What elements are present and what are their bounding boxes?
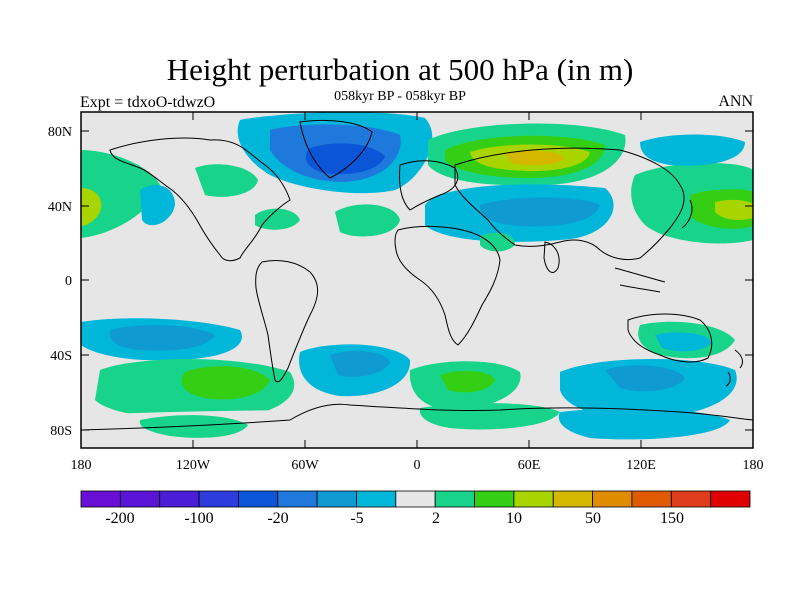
colorbar-swatch <box>434 490 475 508</box>
colorbar-swatch <box>119 490 161 508</box>
colorbar-swatch <box>670 490 712 508</box>
coast-europe <box>399 160 459 211</box>
contour-pos-arabia <box>480 232 515 252</box>
colorbar-label: 50 <box>585 510 601 527</box>
coast-japan <box>681 199 693 229</box>
colorbar-labels: -200 -100 -20 -5 2 10 50 150 <box>105 510 684 527</box>
lon-label: 0 <box>414 458 421 473</box>
colorbar-swatch <box>277 490 318 508</box>
contour-neg-antarctic-east <box>558 408 730 440</box>
contour-neg-south-atlantic-inner <box>330 350 390 377</box>
colorbar-label: -200 <box>105 510 134 527</box>
lon-label: 180 <box>743 458 764 473</box>
contour-neg-southern-ocean-inner <box>605 365 685 392</box>
contour-pos-siberia-peak <box>505 150 565 166</box>
plot-subtitle: 058kyr BP - 058kyr BP <box>334 89 466 104</box>
contour-pos-antarctic-east <box>419 403 560 430</box>
colorbar-label: -5 <box>350 510 363 527</box>
lon-label: 180 <box>71 458 92 473</box>
colorbar-swatch <box>631 490 672 508</box>
contour-neg-aus <box>655 332 712 352</box>
coast-south-america <box>255 259 318 383</box>
coast-india <box>543 241 560 273</box>
contour-neg-npac-small <box>140 185 175 226</box>
colorbar-label: -20 <box>267 510 288 527</box>
lat-label: 80S <box>50 424 72 439</box>
lat-label: 0 <box>65 274 72 289</box>
coast-indonesia <box>614 267 666 293</box>
plot-title: Height perturbation at 500 hPa (in m) <box>166 52 634 87</box>
season-label: ANN <box>718 93 753 110</box>
colorbar-swatch <box>395 490 436 508</box>
colorbar-label: -100 <box>184 510 213 527</box>
coast-antarctica <box>81 403 753 431</box>
lat-label: 40N <box>48 200 72 215</box>
colorbar-label: 150 <box>660 510 684 527</box>
contour-pos-northpacific-core <box>715 199 753 220</box>
contour-pos-south-indian-inner <box>440 370 495 393</box>
colorbar-swatch <box>474 490 515 508</box>
contour-pos-atlantic <box>335 204 400 237</box>
contour-pos-west-edge-inner <box>81 188 102 226</box>
colorbar-swatch <box>198 490 239 508</box>
coastlines <box>81 119 753 431</box>
colorbar-swatch <box>80 490 121 508</box>
coast-asia <box>454 147 685 261</box>
colorbar <box>80 490 751 508</box>
lon-label: 120W <box>176 458 211 473</box>
contour-pos-south-pacific-inner <box>181 366 270 400</box>
latitude-labels: 80N 40N 0 40S 80S <box>48 125 72 439</box>
colorbar-swatch <box>238 490 279 508</box>
contour-field <box>81 112 753 448</box>
coast-new-zealand <box>725 349 743 387</box>
lon-label: 120E <box>626 458 656 473</box>
colorbar-swatch <box>710 490 751 508</box>
coast-north-america <box>109 137 291 262</box>
lon-label: 60W <box>291 458 319 473</box>
axis-ticks <box>81 112 753 448</box>
colorbar-swatch <box>316 490 357 508</box>
contour-neg-greenland-core <box>305 143 385 175</box>
longitude-labels: 180 120W 60W 0 60E 120E 180 <box>71 458 764 473</box>
colorbar-swatch <box>356 490 397 508</box>
contour-neg-far-east <box>640 134 745 166</box>
contour-pos-north-america <box>195 164 258 197</box>
contour-neg-eurasia-inner <box>479 197 600 227</box>
experiment-label: Expt = tdxoO-tdwzO <box>80 94 216 111</box>
lat-label: 80N <box>48 125 72 140</box>
contour-pos-west-edge <box>81 150 160 238</box>
coast-australia <box>627 313 713 363</box>
lon-label: 60E <box>518 458 541 473</box>
colorbar-swatch <box>592 490 633 508</box>
contour-pos-atlantic2 <box>255 208 300 230</box>
contour-neg-south-pacific-inner <box>109 325 215 351</box>
coast-greenland <box>299 119 373 179</box>
colorbar-swatch <box>513 490 554 508</box>
colorbar-label: 2 <box>432 510 440 527</box>
contour-pos-antarctic-west <box>139 415 248 438</box>
lat-label: 40S <box>50 349 72 364</box>
colorbar-swatch <box>159 490 200 508</box>
coast-africa <box>394 225 501 346</box>
colorbar-swatch <box>552 490 593 508</box>
colorbar-label: 10 <box>506 510 522 527</box>
